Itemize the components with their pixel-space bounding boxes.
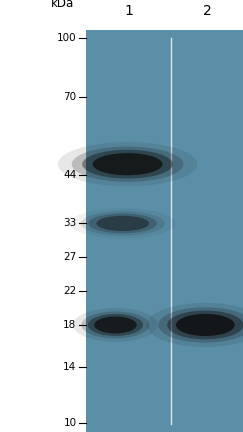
Bar xyxy=(86,29,243,432)
Text: 2: 2 xyxy=(203,3,212,18)
Text: 14: 14 xyxy=(63,362,77,372)
Ellipse shape xyxy=(167,311,243,340)
Ellipse shape xyxy=(80,211,165,235)
Text: 22: 22 xyxy=(63,286,77,296)
Ellipse shape xyxy=(96,216,149,231)
Ellipse shape xyxy=(70,208,175,239)
Text: 33: 33 xyxy=(63,219,77,229)
Ellipse shape xyxy=(94,317,137,334)
Text: 100: 100 xyxy=(57,33,77,43)
Ellipse shape xyxy=(158,307,243,343)
Ellipse shape xyxy=(88,213,157,233)
Text: 10: 10 xyxy=(63,419,77,429)
Ellipse shape xyxy=(93,153,162,175)
Text: 1: 1 xyxy=(124,3,133,18)
Text: 27: 27 xyxy=(63,252,77,262)
Ellipse shape xyxy=(82,150,173,178)
Text: kDa: kDa xyxy=(51,0,74,10)
Ellipse shape xyxy=(147,303,243,347)
Ellipse shape xyxy=(88,314,143,336)
Text: 70: 70 xyxy=(63,92,77,102)
Ellipse shape xyxy=(58,142,197,186)
Ellipse shape xyxy=(73,308,158,342)
Text: 44: 44 xyxy=(63,170,77,180)
Ellipse shape xyxy=(72,146,183,182)
Text: 18: 18 xyxy=(63,320,77,330)
Ellipse shape xyxy=(81,311,149,338)
Ellipse shape xyxy=(176,314,235,336)
